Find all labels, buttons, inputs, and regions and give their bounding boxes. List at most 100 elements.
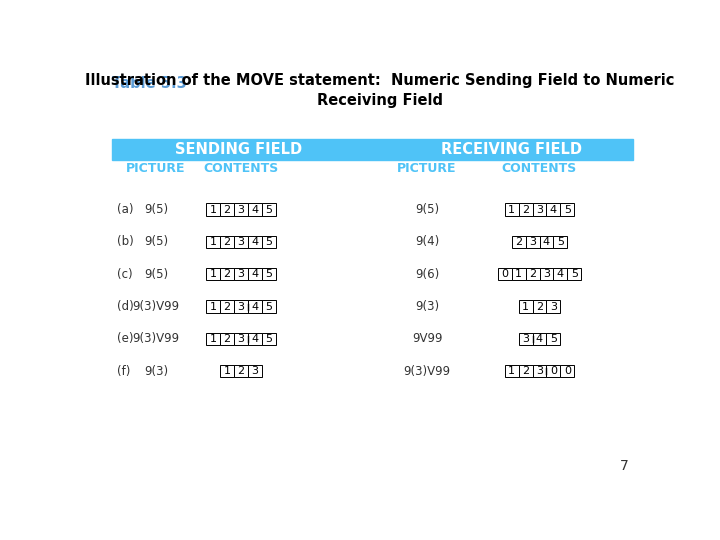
Text: 0: 0 (501, 269, 508, 279)
Text: 1: 1 (210, 205, 217, 214)
Text: 1: 1 (224, 366, 230, 376)
Text: SENDING FIELD: SENDING FIELD (175, 142, 302, 157)
Text: 3: 3 (238, 269, 245, 279)
Text: 2: 2 (224, 269, 230, 279)
Text: 3: 3 (536, 366, 543, 376)
Bar (248, 365, 262, 377)
Bar (533, 204, 546, 215)
Text: 2: 2 (515, 237, 522, 247)
Text: 4: 4 (251, 269, 258, 279)
Bar (533, 365, 546, 377)
Bar (498, 268, 512, 280)
Bar (533, 300, 546, 313)
Text: 5: 5 (557, 237, 564, 247)
Text: 5: 5 (266, 334, 273, 344)
Text: 1: 1 (210, 301, 217, 312)
Bar (234, 365, 248, 377)
Bar (234, 333, 248, 345)
Text: 2: 2 (224, 205, 230, 214)
Text: 3: 3 (238, 301, 245, 312)
Bar (206, 204, 220, 215)
Text: (c): (c) (117, 268, 132, 281)
Bar (220, 204, 234, 215)
Text: 3: 3 (529, 237, 536, 247)
Bar (546, 333, 560, 345)
Text: CONTENTS: CONTENTS (502, 162, 577, 176)
Text: 4: 4 (536, 334, 543, 344)
Bar (262, 300, 276, 313)
Text: 9(6): 9(6) (415, 268, 439, 281)
Text: 9V99: 9V99 (412, 333, 442, 346)
Text: Illustration of the MOVE statement:  Numeric Sending Field to Numeric
Receiving : Illustration of the MOVE statement: Nume… (85, 72, 675, 109)
Text: 0: 0 (550, 366, 557, 376)
Text: 4: 4 (251, 237, 258, 247)
Text: 4: 4 (543, 237, 550, 247)
Text: 9(5): 9(5) (144, 268, 168, 281)
Text: 5: 5 (550, 334, 557, 344)
Text: 3: 3 (543, 269, 550, 279)
Text: RECEIVING FIELD: RECEIVING FIELD (441, 142, 582, 157)
Text: 5: 5 (266, 269, 273, 279)
Bar (539, 236, 554, 248)
Bar (518, 333, 533, 345)
Text: 9(3)V99: 9(3)V99 (132, 333, 179, 346)
Text: 9(4): 9(4) (415, 235, 439, 248)
Bar (248, 268, 262, 280)
Text: (a): (a) (117, 203, 134, 216)
Bar (262, 204, 276, 215)
Text: 2: 2 (238, 366, 245, 376)
Bar (539, 268, 554, 280)
Text: 1: 1 (210, 334, 217, 344)
Bar (512, 236, 526, 248)
Text: 3: 3 (550, 301, 557, 312)
Text: Table 5.3: Table 5.3 (112, 76, 186, 91)
Bar (206, 333, 220, 345)
Bar (262, 236, 276, 248)
Text: 1: 1 (210, 237, 217, 247)
Bar (220, 268, 234, 280)
Bar (554, 268, 567, 280)
Bar (512, 268, 526, 280)
Bar (526, 236, 539, 248)
Bar (505, 365, 518, 377)
Bar (518, 204, 533, 215)
Bar (220, 300, 234, 313)
Text: (b): (b) (117, 235, 134, 248)
Text: (f): (f) (117, 364, 130, 378)
Bar (206, 236, 220, 248)
Bar (234, 236, 248, 248)
Text: 3: 3 (238, 237, 245, 247)
Text: PICTURE: PICTURE (397, 162, 457, 176)
Text: CONTENTS: CONTENTS (204, 162, 279, 176)
Text: 9(5): 9(5) (415, 203, 439, 216)
Text: 2: 2 (529, 269, 536, 279)
Bar (262, 268, 276, 280)
Bar (234, 300, 248, 313)
Text: 9(3)V99: 9(3)V99 (132, 300, 179, 313)
Bar (248, 333, 262, 345)
Text: 1: 1 (210, 269, 217, 279)
Text: 4: 4 (550, 205, 557, 214)
Text: 9(3): 9(3) (144, 364, 168, 378)
Bar (206, 300, 220, 313)
Text: 7: 7 (620, 459, 629, 473)
Bar (248, 204, 262, 215)
Text: 3: 3 (251, 366, 258, 376)
Text: PICTURE: PICTURE (126, 162, 186, 176)
Text: 2: 2 (522, 205, 529, 214)
Bar (248, 300, 262, 313)
Text: 4: 4 (251, 334, 258, 344)
Bar (248, 236, 262, 248)
Text: 9(5): 9(5) (144, 235, 168, 248)
Bar (518, 365, 533, 377)
Bar (505, 204, 518, 215)
Text: 9(3): 9(3) (415, 300, 439, 313)
Text: 2: 2 (224, 237, 230, 247)
Text: 9(5): 9(5) (144, 203, 168, 216)
Bar (546, 365, 560, 377)
Text: 2: 2 (224, 301, 230, 312)
Text: 4: 4 (251, 205, 258, 214)
Text: 5: 5 (266, 205, 273, 214)
Text: 0: 0 (564, 366, 571, 376)
Text: 3: 3 (238, 334, 245, 344)
